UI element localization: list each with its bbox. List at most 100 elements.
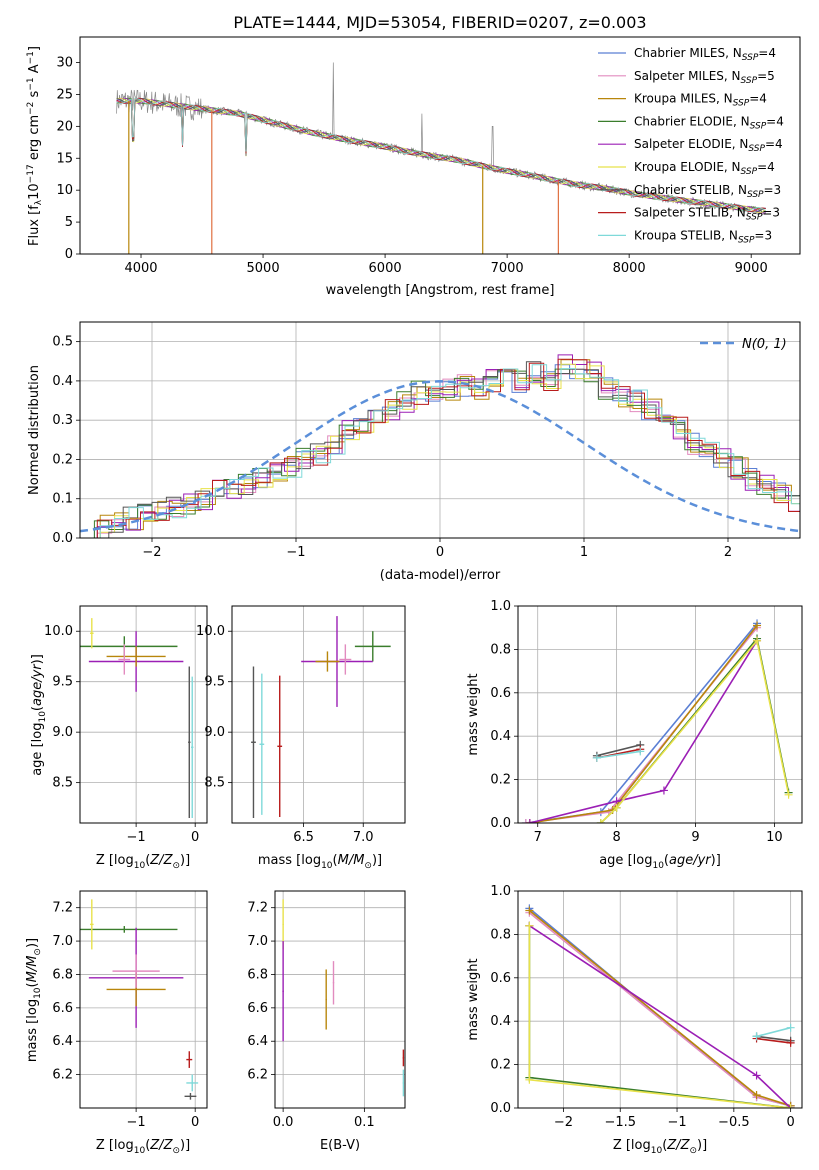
y-tick-label: 7.2 xyxy=(247,901,268,916)
y-tick-label: 0.6 xyxy=(490,971,511,986)
x-tick-label: −2 xyxy=(554,1115,573,1130)
data-point xyxy=(191,746,194,749)
x-tick-label: −1 xyxy=(286,545,305,560)
y-axis-label: mass weight xyxy=(466,673,481,755)
y-tick-label: 6.2 xyxy=(52,1068,73,1083)
series-marker xyxy=(659,786,668,795)
series-line-1 xyxy=(525,627,758,823)
y-axis-label: mass [log10(M/M⊙)] xyxy=(25,938,43,1062)
data-point xyxy=(191,1082,194,1084)
grid xyxy=(80,606,207,823)
legend-label: Salpeter ELODIE, NSSP=4 xyxy=(634,137,783,154)
y-tick-label: 8.5 xyxy=(52,776,73,791)
y-tick-label: 0.2 xyxy=(52,452,73,467)
x-axis-label: Z [log10(Z/Z⊙)] xyxy=(96,1138,190,1156)
errorbars xyxy=(251,616,391,818)
data-point xyxy=(371,645,374,648)
grid xyxy=(232,606,405,823)
data-point xyxy=(188,741,191,744)
y-tick-label: 0.8 xyxy=(490,927,511,942)
weight-lines xyxy=(521,619,793,823)
model-line-8 xyxy=(116,97,767,212)
series-marker xyxy=(521,819,530,823)
y-tick-label: 6.4 xyxy=(247,1034,268,1049)
legend-label: Kroupa ELODIE, NSSP=4 xyxy=(634,160,775,177)
y-tick-label: 0.3 xyxy=(52,413,73,428)
data-point xyxy=(189,1095,192,1098)
y-tick-label: 0.0 xyxy=(490,816,511,831)
panel-3 xyxy=(232,606,405,823)
x-tick-label: 0 xyxy=(191,830,199,845)
y-tick-label: 0.5 xyxy=(52,335,73,350)
histogram-lines xyxy=(80,354,800,538)
x-tick-label: 1 xyxy=(580,545,588,560)
x-tick-label: 10 xyxy=(766,830,783,845)
y-tick-label: 0.1 xyxy=(52,492,73,507)
x-axis-label: mass [log10(M/M⊙)] xyxy=(258,853,382,871)
series-marker xyxy=(752,1090,761,1099)
panel-1 xyxy=(80,322,800,539)
data-point xyxy=(123,658,126,661)
x-tick-label: 7.0 xyxy=(353,830,374,845)
panel-5 xyxy=(80,891,207,1108)
y-tick-label: 0.0 xyxy=(52,531,73,546)
x-tick-label: 0.0 xyxy=(273,1115,294,1130)
series-marker xyxy=(786,1023,795,1032)
series-marker xyxy=(525,921,534,930)
series-marker xyxy=(786,1104,795,1108)
y-tick-label: 0.4 xyxy=(52,374,73,389)
grid xyxy=(80,891,207,1108)
y-tick-label: 10.0 xyxy=(196,624,225,639)
legend-label: Kroupa MILES, NSSP=4 xyxy=(634,92,767,109)
legend-label: Chabrier MILES, NSSP=4 xyxy=(634,46,776,63)
x-tick-label: 0.1 xyxy=(354,1115,375,1130)
grid xyxy=(80,322,800,539)
data-point xyxy=(252,741,255,744)
series-marker xyxy=(784,790,793,799)
data-point xyxy=(135,970,137,972)
x-tick-label: 0 xyxy=(191,1115,199,1130)
legend: Chabrier MILES, NSSP=4 Salpeter MILES, NS… xyxy=(598,46,784,245)
y-tick-label: 9.5 xyxy=(52,675,73,690)
grid xyxy=(275,891,405,1108)
x-tick-label: 2 xyxy=(724,545,732,560)
y-axis-label: age [log10(age/yr)] xyxy=(30,654,48,776)
errorbars xyxy=(80,899,199,1100)
model-line-6 xyxy=(116,97,766,213)
x-tick-label: 8000 xyxy=(613,261,646,276)
data-point xyxy=(188,1058,191,1061)
series-marker xyxy=(596,819,605,823)
panel-2 xyxy=(80,606,207,823)
x-tick-label: 6000 xyxy=(369,261,402,276)
y-tick-label: 0.4 xyxy=(490,1014,511,1029)
data-point xyxy=(261,743,263,746)
x-tick-label: −1 xyxy=(667,1115,686,1130)
data-point xyxy=(344,658,347,661)
y-tick-label: 6.2 xyxy=(247,1068,268,1083)
x-tick-label: 4000 xyxy=(124,261,157,276)
y-tick-label: 9.5 xyxy=(204,675,225,690)
grid xyxy=(518,890,802,1109)
series-line-0 xyxy=(525,622,758,823)
y-tick-label: 0.8 xyxy=(490,642,511,657)
data-point xyxy=(135,988,137,991)
y-tick-label: 0.4 xyxy=(490,729,511,744)
x-tick-label: −1.5 xyxy=(604,1115,636,1130)
y-tick-label: 6.8 xyxy=(52,967,73,982)
y-axis-label: Normed distribution xyxy=(27,365,42,495)
data-point xyxy=(402,1082,405,1084)
data-point xyxy=(135,655,137,658)
histogram-line-7 xyxy=(82,358,800,538)
x-tick-label: −1 xyxy=(127,1115,146,1130)
series-line-6 xyxy=(596,744,641,757)
axes-frame xyxy=(274,890,406,1109)
y-tick-label: 0.2 xyxy=(490,773,511,788)
data-point xyxy=(282,990,284,992)
x-axis-label: E(B-V) xyxy=(320,1138,360,1153)
y-tick-label: 0.0 xyxy=(490,1101,511,1116)
y-tick-label: 1.0 xyxy=(490,599,511,614)
y-tick-label: 9.0 xyxy=(52,725,73,740)
series-marker xyxy=(525,819,534,823)
x-tick-label: 6.5 xyxy=(293,830,314,845)
data-point xyxy=(326,660,329,663)
